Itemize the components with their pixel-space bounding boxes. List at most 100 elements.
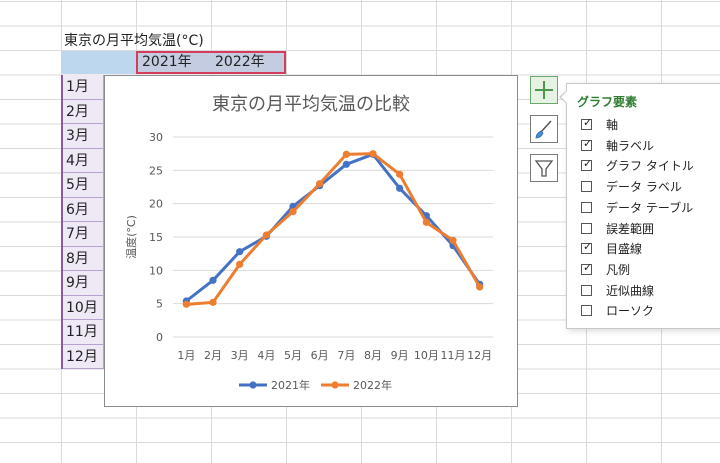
data-point[interactable] [289,208,297,216]
data-point[interactable] [316,180,324,188]
checkbox[interactable] [581,284,592,296]
month-cell[interactable]: 5月 [63,173,104,198]
option-label: データ ラベル [606,180,682,195]
option-label: グラフ タイトル [606,159,694,174]
month-cell[interactable]: 12月 [63,344,104,369]
checkmark-icon: ✓ [583,240,593,254]
legend-label: 2022年 [353,378,392,392]
pane-title: グラフ要素 [577,95,638,109]
y-tick-label: 10 [149,264,163,277]
legend[interactable]: 2021年 2022年 [239,378,392,392]
month-cell[interactable]: 8月 [63,246,104,271]
data-point[interactable] [209,298,217,306]
chart-element-option[interactable]: 近似曲線 [581,281,654,301]
y-tick-label: 25 [149,164,163,177]
x-tick-label: 1月 [177,349,195,362]
header-cell-2022[interactable]: 2022年 [211,51,286,74]
checkbox[interactable]: ✓ [581,116,593,130]
checkbox[interactable] [581,305,592,317]
y-tick-label: 5 [156,298,163,311]
series-group[interactable] [182,150,484,308]
checkmark-icon: ✓ [583,116,593,129]
option-label: 軸 [606,118,619,132]
month-cell[interactable]: 9月 [63,271,104,296]
checkbox[interactable]: ✓ [581,260,593,275]
brush-icon [535,120,552,139]
month-cell[interactable]: 1月 [63,75,104,100]
checkmark-icon: ✓ [583,260,593,274]
data-point[interactable] [262,231,270,239]
month-cell[interactable]: 4月 [63,148,104,173]
month-cell[interactable]: 11月 [63,320,104,345]
chart-elements-pane: グラフ要素 ✓ 軸 ✓ 軸ラベル ✓ グラフ タイトル データ ラベル データ テーブル 誤差範… [566,83,720,329]
legend-label: 2021年 [271,378,310,392]
checkbox[interactable]: ✓ [581,137,592,151]
chart-element-option[interactable]: データ ラベル [581,177,682,197]
data-point[interactable] [449,236,457,244]
data-point[interactable] [342,150,350,158]
line-chart[interactable]: 東京の月平均気温の比較 温度(°C) 0 5 10 15 20 25 30 1月 2月 3月 4月 5… [104,75,518,407]
data-point[interactable] [422,218,430,226]
x-tick-label: 3月 [231,349,249,362]
legend-marker [331,381,339,389]
gridlines [173,136,493,338]
series-line-1[interactable] [185,152,481,303]
option-label: 目盛線 [606,242,643,257]
data-point[interactable] [369,150,377,158]
chart-styles-button[interactable] [530,115,558,143]
chart-element-option[interactable]: ローソク [581,301,654,321]
x-tick-label: 11月 [441,349,466,362]
y-tick-label: 30 [149,131,163,144]
x-tick-label: 9月 [391,349,409,362]
chart-element-option[interactable]: データ テーブル [581,198,693,218]
option-label: 誤差範囲 [606,221,655,236]
chart-element-option[interactable]: 誤差範囲 [581,219,654,239]
checkbox[interactable] [581,181,592,193]
month-cell[interactable]: 10月 [63,295,104,320]
header-cell-blank[interactable] [61,51,136,74]
chart-filters-button[interactable] [530,154,558,182]
sheet-title-cell[interactable]: 東京の月平均気温(°C) [64,33,204,49]
month-cell[interactable]: 3月 [63,124,104,149]
chart-element-option[interactable]: ✓ 軸ラベル [581,136,654,156]
month-cell[interactable]: 7月 [63,222,104,247]
data-point[interactable] [342,160,350,168]
option-label: 凡例 [606,262,631,277]
data-point[interactable] [182,300,190,308]
funnel-icon [534,160,554,177]
x-tick-label: 2月 [204,349,222,362]
chart-element-option[interactable]: ✓ グラフ タイトル [581,156,694,176]
data-point[interactable] [209,276,217,284]
series-line-2[interactable] [186,152,481,306]
chart-title[interactable]: 東京の月平均気温の比較 [212,94,410,115]
checkbox[interactable]: ✓ [581,240,593,255]
y-tick-label: 0 [156,331,163,344]
chart-element-option[interactable]: ✓ 軸 [581,115,618,135]
y-tick-label: 15 [149,231,163,244]
data-point[interactable] [236,260,244,268]
chart-canvas: 東京の月平均気温の比較 温度(°C) 0 5 10 15 20 25 30 1月 2月 3月 4月 5… [124,94,493,392]
month-cell[interactable]: 6月 [63,197,104,222]
checkbox[interactable]: ✓ [581,157,593,172]
data-point[interactable] [396,184,404,192]
month-cell[interactable]: 2月 [63,99,104,124]
y-axis-label[interactable]: 温度(°C) [124,215,138,259]
y-tick-label: 20 [149,198,163,211]
chart-element-option[interactable]: ✓ 凡例 [581,260,630,280]
data-point[interactable] [236,248,244,256]
data-point[interactable] [396,170,404,178]
checkbox[interactable] [581,222,592,234]
option-label: ローソク [606,304,655,319]
plus-icon [535,81,553,99]
option-label: 軸ラベル [606,138,655,153]
checkbox[interactable] [581,201,592,213]
header-cell-2021[interactable]: 2021年 [136,51,211,74]
x-tick-label: 8月 [364,349,382,362]
checkmark-icon: ✓ [583,157,593,171]
x-tick-label: 10月 [414,349,439,362]
month-column: 1月 2月 3月 4月 5月 6月 7月 8月 9月 10月 11月 12月 [61,75,104,369]
option-label: 近似曲線 [606,283,655,298]
chart-elements-button[interactable] [530,76,558,104]
chart-element-option[interactable]: ✓ 目盛線 [581,239,642,259]
data-point[interactable] [476,283,484,291]
